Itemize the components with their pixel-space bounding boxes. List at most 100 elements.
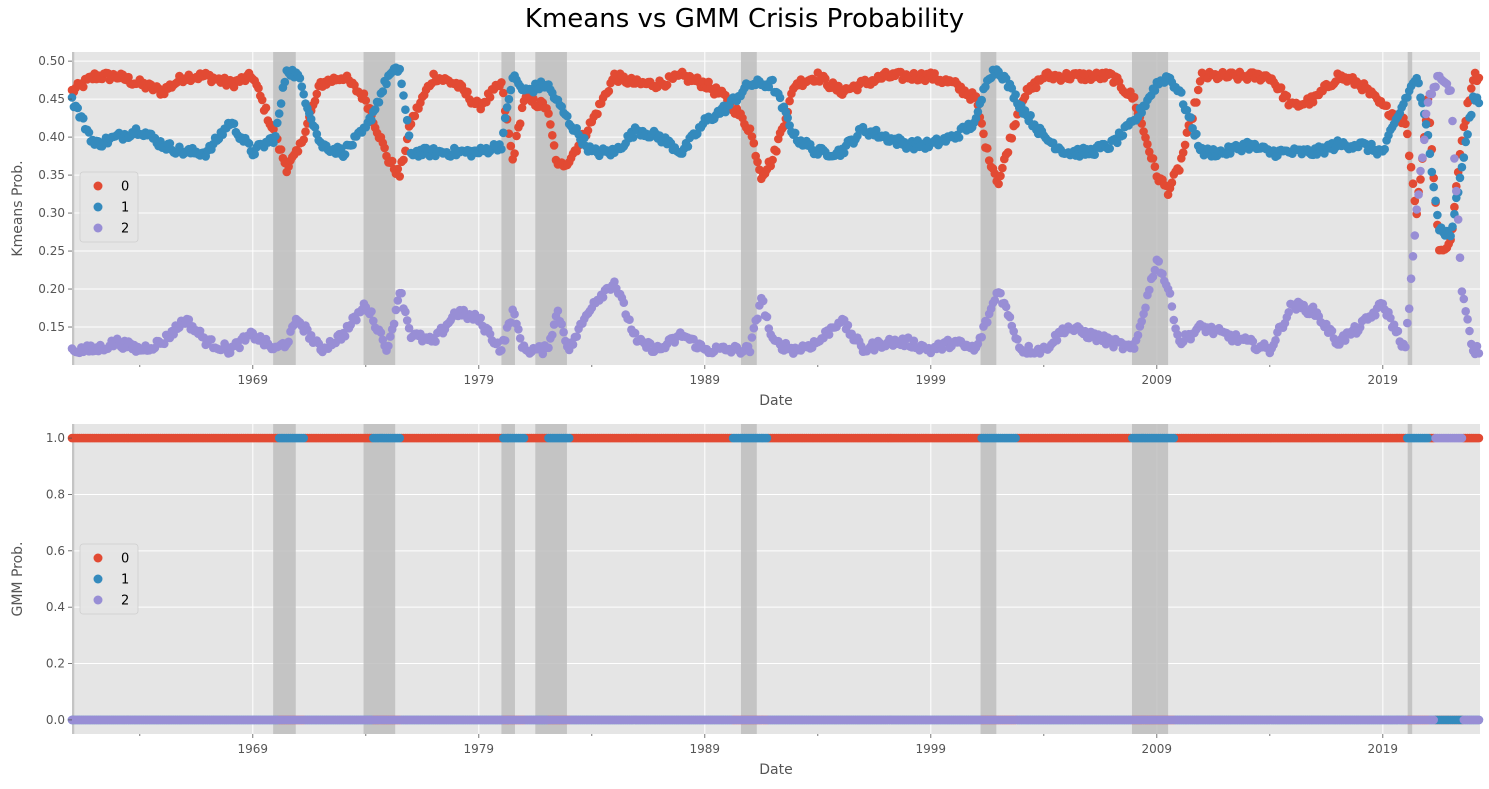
data-point bbox=[506, 85, 516, 95]
data-point bbox=[1448, 116, 1457, 126]
data-point bbox=[359, 89, 369, 98]
data-point bbox=[382, 79, 391, 89]
data-point bbox=[299, 135, 309, 144]
data-point bbox=[207, 335, 216, 344]
data-point bbox=[745, 124, 755, 133]
data-point bbox=[704, 77, 713, 87]
data-point bbox=[1431, 196, 1440, 206]
data-point bbox=[546, 120, 555, 129]
data-point bbox=[1421, 109, 1431, 119]
data-point bbox=[1403, 129, 1412, 139]
data-point bbox=[1427, 167, 1437, 177]
data-point bbox=[1401, 342, 1410, 352]
data-point bbox=[1011, 120, 1020, 129]
data-point bbox=[749, 138, 759, 148]
data-point bbox=[1026, 111, 1035, 120]
data-point bbox=[1180, 140, 1190, 150]
data-point bbox=[1148, 154, 1158, 163]
data-point bbox=[312, 89, 322, 99]
data-point bbox=[340, 331, 350, 341]
data-point bbox=[996, 288, 1005, 298]
data-point bbox=[996, 171, 1005, 181]
data-point bbox=[1248, 337, 1258, 346]
data-point bbox=[745, 347, 755, 357]
data-point bbox=[619, 298, 629, 308]
data-point bbox=[758, 296, 768, 306]
data-point bbox=[1177, 88, 1186, 97]
data-point bbox=[297, 82, 307, 91]
data-point bbox=[79, 82, 88, 92]
data-point bbox=[410, 111, 420, 121]
data-point bbox=[499, 128, 508, 138]
data-point bbox=[514, 325, 523, 334]
data-point bbox=[276, 99, 286, 108]
data-point bbox=[506, 141, 516, 151]
legend-label-2: 2 bbox=[121, 222, 129, 237]
data-point bbox=[563, 111, 572, 121]
data-point bbox=[559, 327, 568, 337]
data-point bbox=[387, 156, 397, 166]
data-point bbox=[593, 109, 602, 119]
data-point bbox=[274, 109, 284, 118]
x-tick-label: 2019 bbox=[1368, 373, 1399, 387]
data-point bbox=[977, 95, 986, 105]
data-point bbox=[1003, 148, 1013, 157]
y-tick-label: 0.35 bbox=[38, 168, 65, 182]
data-point bbox=[310, 96, 320, 106]
data-point bbox=[485, 92, 495, 102]
data-point bbox=[1090, 150, 1099, 159]
kmeans-points bbox=[67, 63, 1484, 359]
data-point bbox=[1175, 166, 1184, 175]
data-point bbox=[753, 314, 762, 324]
data-point bbox=[1474, 98, 1484, 108]
data-point bbox=[431, 337, 440, 346]
data-point bbox=[67, 93, 77, 102]
data-point bbox=[463, 87, 472, 97]
data-point bbox=[512, 131, 521, 141]
data-point bbox=[1433, 210, 1442, 220]
data-point bbox=[1371, 311, 1380, 320]
y-tick-label: 0.40 bbox=[38, 130, 65, 144]
data-point bbox=[273, 118, 282, 128]
data-point bbox=[768, 75, 777, 85]
y-tick-label: 0.50 bbox=[38, 54, 65, 68]
data-point bbox=[510, 309, 519, 319]
data-point bbox=[269, 124, 278, 134]
data-point bbox=[572, 332, 581, 341]
data-point bbox=[340, 150, 350, 159]
data-point bbox=[235, 343, 244, 353]
kmeans-x-axis-label: Date bbox=[759, 393, 792, 409]
series-0-points bbox=[67, 67, 1484, 255]
data-point bbox=[762, 312, 772, 322]
data-point bbox=[1414, 190, 1423, 199]
data-point bbox=[397, 288, 406, 298]
data-point bbox=[990, 296, 1000, 305]
data-point bbox=[401, 307, 410, 317]
data-point bbox=[979, 129, 988, 139]
y-tick-label: 0.30 bbox=[38, 206, 65, 220]
data-point bbox=[568, 340, 578, 349]
data-point bbox=[1133, 330, 1143, 340]
data-point bbox=[625, 315, 634, 325]
data-point bbox=[395, 172, 405, 181]
data-point bbox=[1408, 179, 1418, 188]
data-point bbox=[397, 79, 406, 89]
data-point bbox=[1137, 317, 1146, 326]
data-point bbox=[1167, 302, 1177, 311]
data-point bbox=[348, 140, 357, 150]
data-point bbox=[753, 157, 762, 167]
data-point bbox=[1406, 162, 1416, 172]
data-point bbox=[1129, 344, 1139, 353]
data-point bbox=[1380, 144, 1389, 154]
x-tick-label: 1969 bbox=[238, 373, 269, 387]
data-point bbox=[1452, 186, 1461, 196]
data-point bbox=[1457, 287, 1467, 296]
data-point bbox=[1425, 149, 1435, 158]
data-point bbox=[502, 103, 512, 112]
data-point bbox=[1186, 113, 1195, 122]
data-point bbox=[73, 103, 82, 113]
data-point bbox=[499, 88, 508, 98]
data-point bbox=[1327, 326, 1337, 336]
data-point bbox=[1118, 131, 1128, 140]
